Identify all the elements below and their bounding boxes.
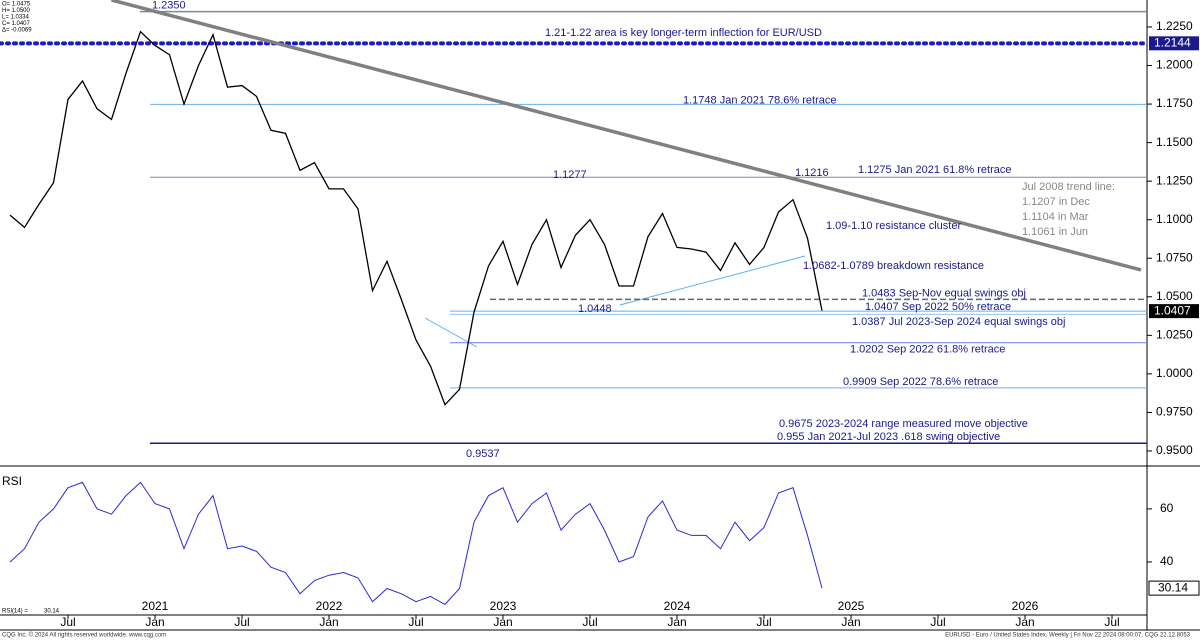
level-label: 1.2350 <box>152 0 186 11</box>
level-label: 0.9909 Sep 2022 78.6% retrace <box>843 376 998 388</box>
y-tick-label: 1.1250 <box>1156 173 1193 187</box>
year-label: 2021 <box>142 599 169 613</box>
year-label: 2022 <box>316 599 343 613</box>
annotation: 1.1277 <box>553 169 587 181</box>
header-text: Δ= -0.0069 <box>2 28 32 34</box>
price-marker-label: 1.0407 <box>1154 303 1191 317</box>
y-tick-label: 0.9500 <box>1156 443 1193 457</box>
year-label: 2026 <box>1012 599 1039 613</box>
level-label: 1.0202 Sep 2022 61.8% retrace <box>850 344 1005 356</box>
rsi-marker <box>1148 580 1200 596</box>
annotation: 0.9537 <box>466 448 500 460</box>
y-tick-label: 1.1750 <box>1156 96 1193 110</box>
level-label: 1.21-1.22 area is key longer-term inflec… <box>545 27 822 39</box>
y-tick-label: 1.1500 <box>1156 135 1193 149</box>
trend-line <box>111 0 1142 272</box>
wedge-line <box>619 255 806 306</box>
level-label: 1.0387 Jul 2023-Sep 2024 equal swings ob… <box>852 316 1065 328</box>
level-label: 1.0483 Sep-Nov equal swings obj <box>862 287 1026 299</box>
x-tick-label: Jan <box>841 615 860 629</box>
rsi-legend: RSI(14) = <box>2 609 28 615</box>
y-tick-label: 1.2000 <box>1156 58 1193 72</box>
level-label: 1.0407 Sep 2022 50% retrace <box>865 301 1011 313</box>
level-label: 1.1748 Jan 2021 78.6% retrace <box>683 94 837 106</box>
annotation: Jul 2008 trend line: <box>1022 181 1115 193</box>
x-tick-label: Jan <box>319 615 338 629</box>
header-text: L= 1.0334 <box>2 15 30 21</box>
annotation: 1.1207 in Dec <box>1022 196 1090 208</box>
annotation: 1.0448 <box>578 303 612 315</box>
x-tick-label: Jan <box>667 615 686 629</box>
header-text: C= 1.0407 <box>2 21 31 27</box>
footer-right: EURUSD - Euro / United States Index, Wee… <box>945 633 1191 639</box>
y-tick-label: 1.0000 <box>1156 366 1193 380</box>
rsi-tick-label: 60 <box>1160 501 1174 515</box>
level-label: 1.1275 Jan 2021 61.8% retrace <box>858 164 1012 176</box>
x-tick-label: Jul <box>756 615 771 629</box>
x-tick-label: Jul <box>234 615 249 629</box>
y-tick-label: 1.2250 <box>1156 19 1193 33</box>
header-text: O= 1.0475 <box>2 2 31 8</box>
header-text: H= 1.0500 <box>2 8 31 14</box>
year-label: 2024 <box>664 599 691 613</box>
x-tick-label: Jan <box>1015 615 1034 629</box>
x-tick-label: Jul <box>582 615 597 629</box>
rsi-title: RSI <box>2 474 22 488</box>
y-tick-label: 1.0500 <box>1156 289 1193 303</box>
level-label: 0.9675 2023-2024 range measured move obj… <box>779 418 1028 430</box>
year-label: 2023 <box>490 599 517 613</box>
y-tick-label: 1.0750 <box>1156 250 1193 264</box>
y-tick-label: 1.1000 <box>1156 212 1193 226</box>
year-label: 2025 <box>838 599 865 613</box>
price-marker <box>1149 304 1199 319</box>
price-marker-label: 1.2144 <box>1154 35 1191 49</box>
price-marker <box>1149 36 1199 51</box>
rsi-tick-label: 40 <box>1160 554 1174 568</box>
rsi-legend-value: 30.14 <box>44 609 60 615</box>
rsi-line <box>9 481 823 606</box>
x-tick-label: Jul <box>1104 615 1119 629</box>
annotation: 1.09-1.10 resistance cluster <box>826 220 961 232</box>
y-tick-label: 1.0250 <box>1156 328 1193 342</box>
price-line <box>9 30 823 406</box>
x-tick-label: Jul <box>930 615 945 629</box>
rsi-marker-label: 30.14 <box>1158 580 1188 594</box>
x-tick-label: Jan <box>145 615 164 629</box>
annotation: 1.1104 in Mar <box>1022 211 1089 223</box>
x-tick-label: Jan <box>493 615 512 629</box>
x-tick-label: Jul <box>408 615 423 629</box>
annotation: 1.1216 <box>795 167 829 179</box>
y-tick-label: 0.9750 <box>1156 405 1193 419</box>
annotation: 1.1061 in Jun <box>1022 226 1088 238</box>
x-tick-label: Jul <box>60 615 75 629</box>
annotation: 1.0682-1.0789 breakdown resistance <box>803 260 984 272</box>
footer-left: CQG Inc. © 2024 All rights reserved worl… <box>2 632 166 639</box>
level-label: 0.955 Jan 2021-Jul 2023 .618 swing objec… <box>777 431 1000 443</box>
